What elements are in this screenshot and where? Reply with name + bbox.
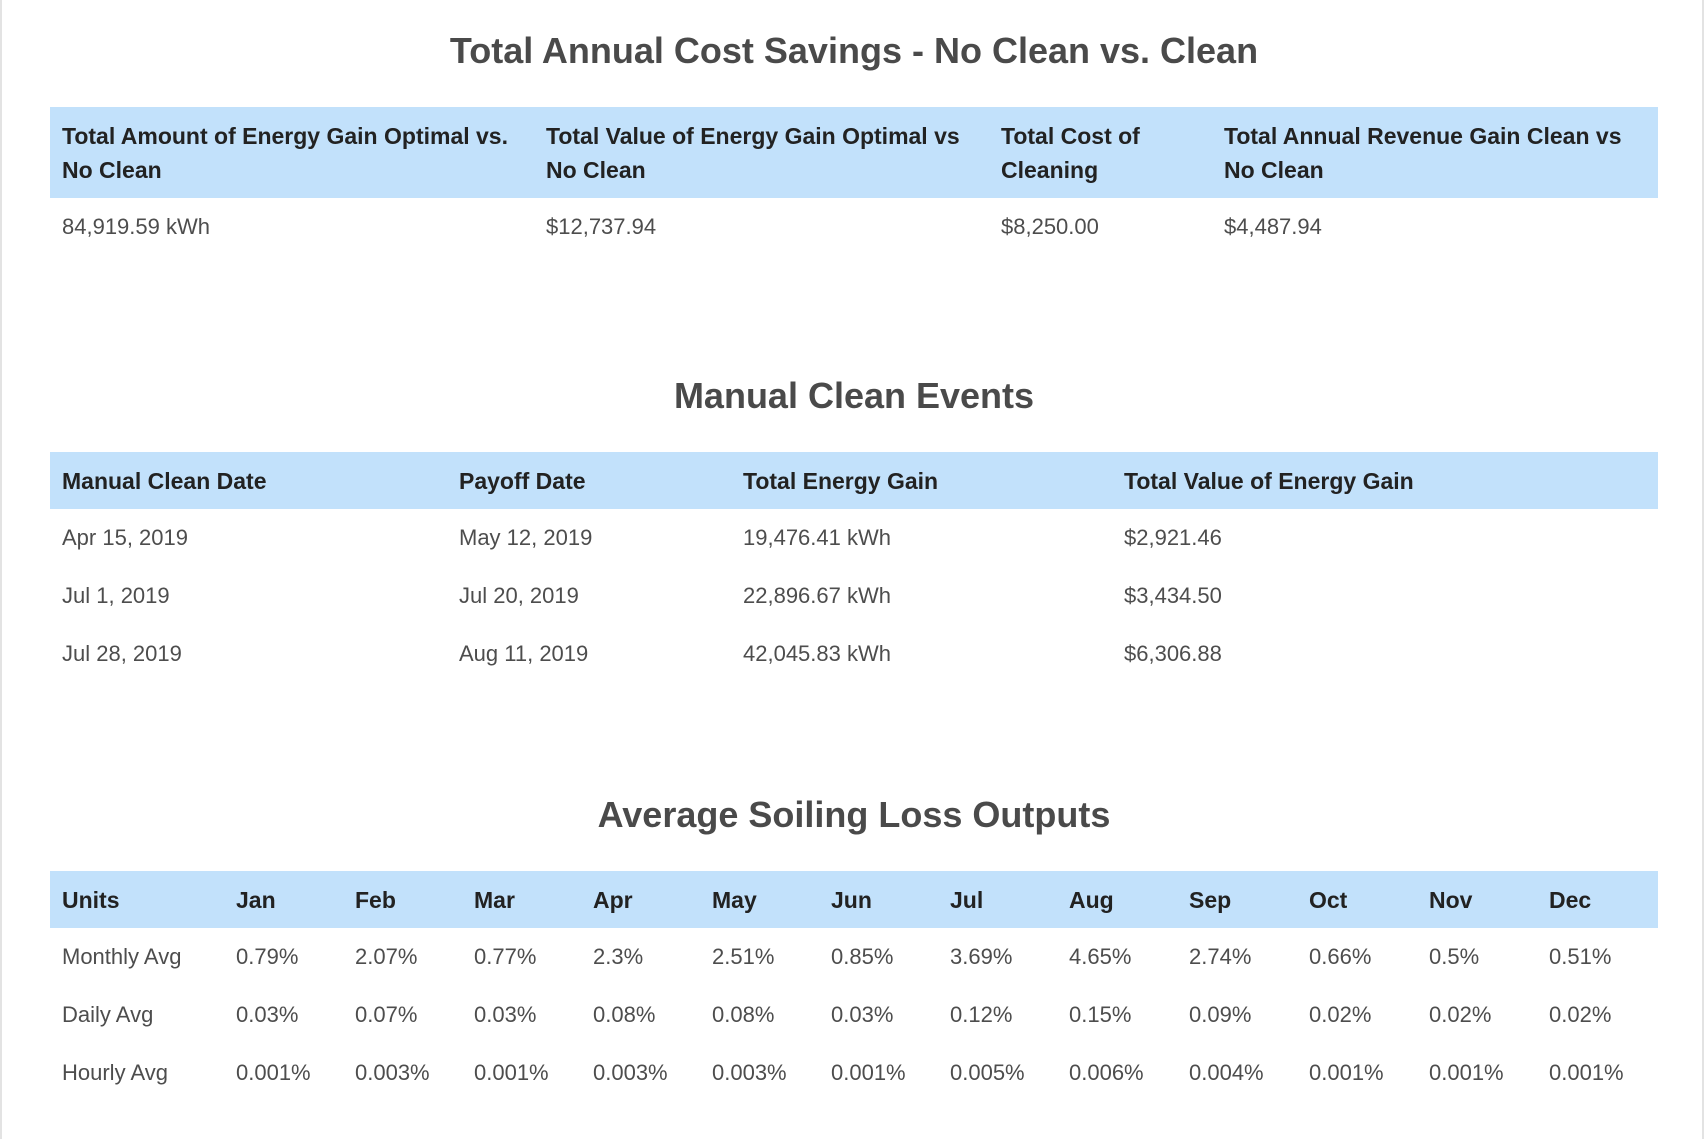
table-cell: 0.85%: [831, 944, 894, 969]
cost-savings-section: Total Annual Cost Savings - No Clean vs.…: [50, 23, 1658, 256]
table-row: Jul 28, 2019 Aug 11, 2019 42,045.83 kWh …: [50, 625, 1658, 683]
header-annual-revenue-gain: Total Annual Revenue Gain Clean vs No Cl…: [1224, 122, 1622, 183]
header-total-value-energy-gain: Total Value of Energy Gain: [1124, 467, 1414, 494]
table-cell: 2.3%: [593, 944, 644, 969]
table-cell: 0.77%: [474, 944, 537, 969]
table-cell: 0.003%: [712, 1060, 787, 1085]
table-cell: 0.79%: [236, 944, 299, 969]
table-row: Hourly Avg 0.001% 0.003% 0.001% 0.003% 0…: [50, 1044, 1658, 1102]
table-cell: 0.001%: [1309, 1060, 1384, 1085]
manual-clean-events-table: Manual Clean Date Payoff Date Total Ener…: [50, 452, 1658, 683]
header-units: Units: [62, 886, 120, 913]
table-cell: 0.001%: [236, 1060, 311, 1085]
header-feb: Feb: [355, 886, 396, 913]
header-energy-gain-value: Total Value of Energy Gain Optimal vs No…: [546, 122, 960, 183]
table-cell: 0.004%: [1189, 1060, 1264, 1085]
table-cell: 84,919.59 kWh: [62, 214, 210, 239]
manual-clean-events-section: Manual Clean Events Manual Clean Date Pa…: [50, 368, 1658, 683]
header-oct: Oct: [1309, 886, 1348, 913]
header-nov: Nov: [1429, 886, 1473, 913]
table-cell: 0.51%: [1549, 944, 1612, 969]
table-cell: 0.08%: [712, 1002, 775, 1027]
table-cell: Daily Avg: [62, 1002, 154, 1027]
header-total-energy-gain: Total Energy Gain: [743, 467, 939, 494]
table-cell: $12,737.94: [546, 214, 657, 239]
table-cell: Jul 28, 2019: [62, 641, 182, 666]
table-cell: $3,434.50: [1124, 583, 1222, 608]
left-frame-border: [0, 0, 2, 1139]
table-cell: 0.66%: [1309, 944, 1372, 969]
table-cell: 19,476.41 kWh: [743, 525, 891, 550]
table-header-row: Units Jan Feb Mar Apr May Jun Jul Aug Se…: [50, 871, 1658, 928]
table-cell: 0.5%: [1429, 944, 1480, 969]
soiling-loss-section: Average Soiling Loss Outputs Units Jan F…: [50, 787, 1658, 1102]
table-cell: 2.51%: [712, 944, 775, 969]
table-cell: Aug 11, 2019: [459, 641, 589, 666]
manual-clean-events-title: Manual Clean Events: [673, 375, 1035, 416]
table-cell: 42,045.83 kWh: [743, 641, 891, 666]
table-row: Jul 1, 2019 Jul 20, 2019 22,896.67 kWh $…: [50, 567, 1658, 625]
soiling-loss-table: Units Jan Feb Mar Apr May Jun Jul Aug Se…: [50, 871, 1658, 1102]
table-cell: 0.001%: [831, 1060, 906, 1085]
header-energy-gain-amount: Total Amount of Energy Gain Optimal vs. …: [62, 122, 508, 183]
table-row: Apr 15, 2019 May 12, 2019 19,476.41 kWh …: [50, 509, 1658, 567]
table-cell: 22,896.67 kWh: [743, 583, 891, 608]
table-cell: 4.65%: [1069, 944, 1132, 969]
table-header-row: Total Amount of Energy Gain Optimal vs. …: [50, 107, 1658, 198]
table-cell: Monthly Avg: [62, 944, 182, 969]
header-jul: Jul: [950, 886, 984, 913]
table-cell: 0.15%: [1069, 1002, 1132, 1027]
header-jan: Jan: [236, 886, 276, 913]
table-cell: 0.07%: [355, 1002, 418, 1027]
table-cell: 0.12%: [950, 1002, 1013, 1027]
header-sep: Sep: [1189, 886, 1232, 913]
table-cell: 0.001%: [1429, 1060, 1504, 1085]
table-cell: Hourly Avg: [62, 1060, 168, 1085]
table-row: Monthly Avg 0.79% 2.07% 0.77% 2.3% 2.51%…: [50, 928, 1658, 986]
table-cell: 0.09%: [1189, 1002, 1252, 1027]
header-payoff-date: Payoff Date: [459, 467, 586, 494]
table-cell: 0.08%: [593, 1002, 656, 1027]
header-may: May: [712, 886, 757, 913]
soiling-loss-title: Average Soiling Loss Outputs: [597, 794, 1111, 835]
table-cell: 2.74%: [1189, 944, 1252, 969]
table-cell: 0.005%: [950, 1060, 1025, 1085]
table-cell: Jul 20, 2019: [459, 583, 579, 608]
header-manual-clean-date: Manual Clean Date: [62, 467, 267, 494]
table-cell: $2,921.46: [1124, 525, 1222, 550]
table-cell: 0.03%: [831, 1002, 894, 1027]
table-cell: $6,306.88: [1124, 641, 1222, 666]
table-cell: 0.02%: [1429, 1002, 1492, 1027]
table-cell: 0.001%: [474, 1060, 549, 1085]
cost-savings-table: Total Amount of Energy Gain Optimal vs. …: [50, 107, 1658, 256]
cost-savings-title: Total Annual Cost Savings - No Clean vs.…: [449, 30, 1259, 71]
table-cell: 0.003%: [355, 1060, 430, 1085]
table-cell: 0.001%: [1549, 1060, 1624, 1085]
header-dec: Dec: [1549, 886, 1592, 913]
table-cell: 0.03%: [236, 1002, 299, 1027]
header-jun: Jun: [831, 886, 872, 913]
table-row: Daily Avg 0.03% 0.07% 0.03% 0.08% 0.08% …: [50, 986, 1658, 1044]
table-cell: May 12, 2019: [459, 525, 593, 550]
table-cell: $4,487.94: [1224, 214, 1322, 239]
table-cell: 0.03%: [474, 1002, 537, 1027]
table-cell: $8,250.00: [1001, 214, 1099, 239]
table-cell: 0.003%: [593, 1060, 668, 1085]
table-cell: 3.69%: [950, 944, 1013, 969]
table-row: 84,919.59 kWh $12,737.94 $8,250.00 $4,48…: [50, 198, 1658, 256]
header-apr: Apr: [593, 886, 633, 913]
table-header-row: Manual Clean Date Payoff Date Total Ener…: [50, 452, 1658, 509]
table-cell: Apr 15, 2019: [62, 525, 188, 550]
header-mar: Mar: [474, 886, 515, 913]
table-cell: 0.02%: [1309, 1002, 1372, 1027]
header-cleaning-cost: Total Cost of Cleaning: [1001, 122, 1140, 183]
table-cell: 0.006%: [1069, 1060, 1144, 1085]
header-aug: Aug: [1069, 886, 1114, 913]
table-cell: 2.07%: [355, 944, 418, 969]
right-frame-border: [1702, 0, 1704, 1139]
table-cell: Jul 1, 2019: [62, 583, 170, 608]
table-cell: 0.02%: [1549, 1002, 1612, 1027]
